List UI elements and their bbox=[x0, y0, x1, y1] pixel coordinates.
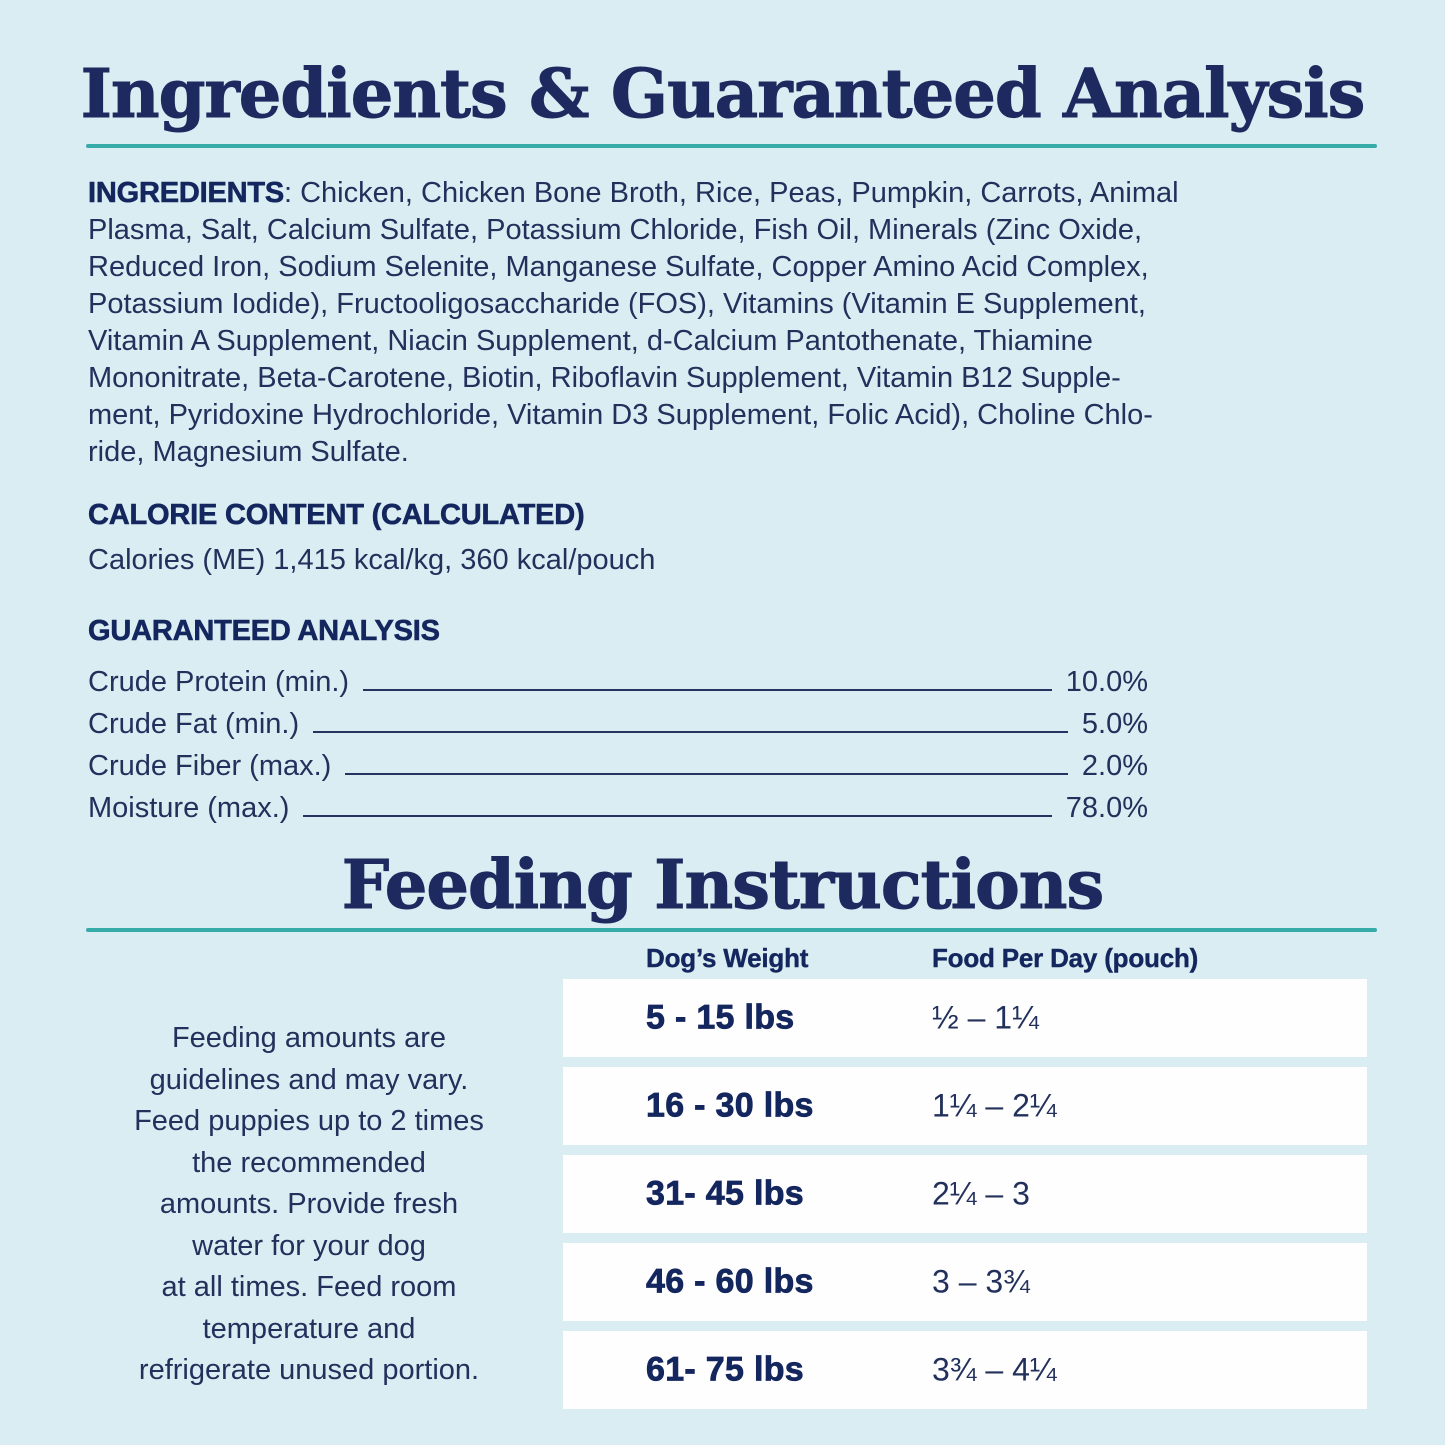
ingredients-line: Potassium Iodide), Fructooligosaccharide… bbox=[88, 288, 1146, 321]
table-row: 61- 75 lbs 3¾ – 4¼ bbox=[563, 1331, 1367, 1410]
analysis-label: Crude Protein (min.) bbox=[88, 666, 350, 699]
feeding-section-title: Feeding Instructions bbox=[341, 845, 1104, 925]
food-amount: 3¾ – 4¼ bbox=[932, 1351, 1057, 1388]
food-amount: 1¼ – 2¼ bbox=[932, 1087, 1057, 1124]
analysis-value: 10.0% bbox=[1065, 666, 1148, 699]
ingredients-line-text: : Chicken, Chicken Bone Broth, Rice, Pea… bbox=[284, 177, 1179, 210]
analysis-row-crude-fat: Crude Fat (min.) 5.0% bbox=[88, 699, 1148, 741]
weight-range: 46 - 60 lbs bbox=[646, 1262, 814, 1301]
note-line: temperature and bbox=[202, 1312, 416, 1345]
analysis-value: 5.0% bbox=[1081, 708, 1148, 741]
feeding-section: Feeding amounts are guidelines and may v… bbox=[0, 932, 1445, 1410]
analysis-label: Crude Fiber (max.) bbox=[88, 750, 332, 783]
weight-range: 16 - 30 lbs bbox=[646, 1086, 814, 1125]
feeding-note-text: Feeding amounts are guidelines and may v… bbox=[70, 1018, 548, 1392]
food-amount: 3 – 3¾ bbox=[932, 1263, 1030, 1300]
leader-line bbox=[363, 689, 1052, 692]
ingredients-line: Plasma, Salt, Calcium Sulfate, Potassium… bbox=[88, 214, 1143, 247]
ingredients-section-title: Ingredients & Guaranteed Analysis bbox=[80, 54, 1366, 133]
feeding-table: Dog’s Weight Food Per Day (pouch) 5 - 15… bbox=[563, 932, 1367, 1410]
feeding-note-column: Feeding amounts are guidelines and may v… bbox=[0, 932, 563, 1409]
column-header-food-per-day: Food Per Day (pouch) bbox=[932, 943, 1199, 974]
food-amount: 2¼ – 3 bbox=[932, 1175, 1030, 1212]
analysis-value: 2.0% bbox=[1081, 750, 1148, 783]
table-row: 31- 45 lbs 2¼ – 3 bbox=[563, 1155, 1367, 1234]
analysis-row-crude-protein: Crude Protein (min.) 10.0% bbox=[88, 657, 1148, 699]
section-divider-top bbox=[86, 144, 1377, 149]
analysis-label: Moisture (max.) bbox=[88, 792, 290, 825]
guaranteed-analysis-heading: GUARANTEED ANALYSIS bbox=[88, 615, 441, 648]
leader-line bbox=[345, 773, 1068, 776]
note-line: amounts. Provide fresh bbox=[159, 1188, 459, 1221]
guaranteed-analysis-table: Crude Protein (min.) 10.0% Crude Fat (mi… bbox=[88, 657, 1148, 825]
note-line: the recommended bbox=[192, 1146, 426, 1179]
calorie-content-heading: CALORIE CONTENT (CALCULATED) bbox=[88, 499, 585, 532]
analysis-row-moisture: Moisture (max.) 78.0% bbox=[88, 783, 1148, 825]
weight-range: 61- 75 lbs bbox=[646, 1350, 804, 1389]
table-row: 5 - 15 lbs ½ – 1¼ bbox=[563, 979, 1367, 1058]
weight-range: 31- 45 lbs bbox=[646, 1174, 804, 1213]
analysis-value: 78.0% bbox=[1065, 792, 1148, 825]
column-header-dogs-weight: Dog’s Weight bbox=[646, 943, 809, 974]
ingredients-line: Reduced Iron, Sodium Selenite, Manganese… bbox=[88, 251, 1149, 284]
calorie-content-value: Calories (ME) 1,415 kcal/kg, 360 kcal/po… bbox=[88, 544, 656, 577]
note-line: at all times. Feed room bbox=[161, 1271, 457, 1304]
ingredients-line: Mononitrate, Beta-Carotene, Biotin, Ribo… bbox=[88, 362, 1121, 395]
weight-range: 5 - 15 lbs bbox=[646, 998, 795, 1037]
analysis-label: Crude Fat (min.) bbox=[88, 708, 300, 741]
section-divider-feeding bbox=[86, 928, 1377, 933]
ingredients-label: INGREDIENTS bbox=[88, 177, 285, 210]
ingredients-line: INGREDIENTS: Chicken, Chicken Bone Broth… bbox=[88, 175, 1360, 212]
ingredients-paragraph: INGREDIENTS: Chicken, Chicken Bone Broth… bbox=[88, 175, 1360, 471]
ingredients-line: Vitamin A Supplement, Niacin Supplement,… bbox=[88, 325, 1093, 358]
note-line: guidelines and may vary. bbox=[149, 1063, 469, 1096]
analysis-row-crude-fiber: Crude Fiber (max.) 2.0% bbox=[88, 741, 1148, 783]
table-row: 16 - 30 lbs 1¼ – 2¼ bbox=[563, 1067, 1367, 1146]
table-row: 46 - 60 lbs 3 – 3¾ bbox=[563, 1243, 1367, 1322]
food-amount: ½ – 1¼ bbox=[932, 999, 1039, 1036]
note-line: Feeding amounts are bbox=[171, 1022, 447, 1055]
ingredients-line: ride, Magnesium Sulfate. bbox=[88, 436, 409, 469]
leader-line bbox=[313, 731, 1068, 734]
note-line: water for your dog bbox=[192, 1229, 426, 1262]
feeding-table-rows: 5 - 15 lbs ½ – 1¼ 16 - 30 lbs 1¼ – 2¼ 31… bbox=[563, 979, 1367, 1410]
leader-line bbox=[303, 815, 1052, 818]
note-line: Feed puppies up to 2 times bbox=[134, 1105, 484, 1138]
note-line: refrigerate unused portion. bbox=[138, 1354, 480, 1387]
feeding-table-header: Dog’s Weight Food Per Day (pouch) bbox=[563, 932, 1367, 979]
ingredients-line: ment, Pyridoxine Hydrochloride, Vitamin … bbox=[88, 399, 1153, 432]
